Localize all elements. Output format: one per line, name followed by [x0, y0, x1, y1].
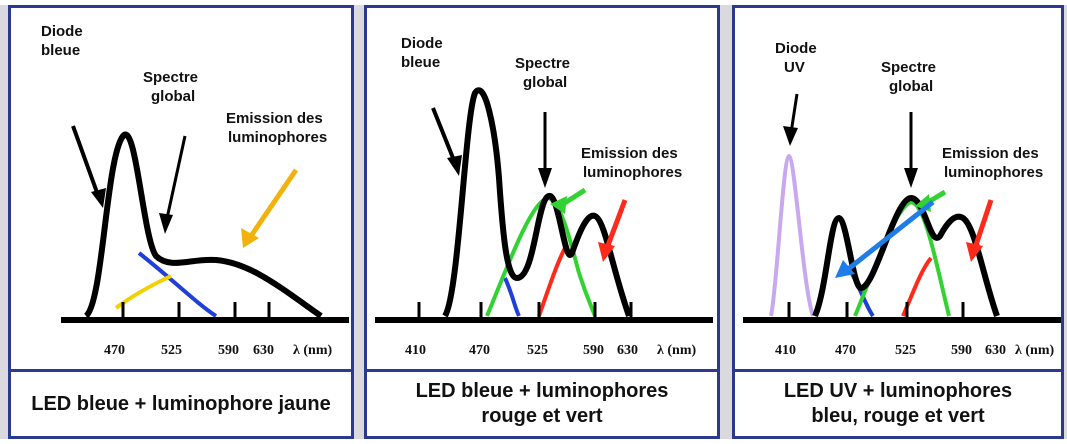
axis-unit-label: λ (nm): [1015, 343, 1054, 358]
diode-label: Diode: [401, 35, 443, 52]
diode-label: UV: [784, 59, 805, 76]
spectre-label: Spectre: [515, 55, 570, 72]
yellow-phosphor-curve: [114, 274, 172, 310]
tick-label: 590: [951, 343, 972, 358]
caption: LED bleue + luminophore jaune: [31, 392, 331, 415]
caption: LED UV + luminophores bleu, rouge et ver…: [783, 380, 1013, 427]
tick-label: 525: [161, 343, 182, 358]
red-phosphor-curve: [537, 247, 567, 317]
tick-label: 410: [775, 343, 796, 358]
spectrum-diagram-1: Diode bleue Spectre global Emission des …: [41, 23, 349, 358]
panel-blue-led-red-green-phosphors: Diode bleue Spectre global Emission des …: [364, 5, 720, 439]
tick-label: 630: [617, 343, 638, 358]
caption-divider: [735, 369, 1061, 372]
arrow-spectre: [538, 112, 552, 188]
spectrum-diagram-3: Diode UV Spectre global Emission des lum…: [743, 40, 1061, 358]
tick-label: 470: [104, 343, 125, 358]
tick-label: 590: [583, 343, 604, 358]
arrow-diode: [71, 125, 106, 208]
spectre-label: global: [151, 88, 195, 105]
axis-unit-label: λ (nm): [293, 343, 332, 358]
global-spectrum-curve: [83, 131, 323, 319]
emission-label: luminophores: [228, 129, 327, 146]
tick-label: 525: [895, 343, 916, 358]
uv-led-curve: [769, 153, 815, 317]
emission-label: luminophores: [944, 164, 1043, 181]
diode-label: bleue: [41, 42, 80, 59]
arrow-emission: [241, 168, 299, 248]
axis-tick-marks: [121, 302, 271, 318]
caption: LED bleue + luminophores rouge et vert: [415, 380, 669, 427]
diode-label: bleue: [401, 54, 440, 71]
spectre-label: global: [523, 74, 567, 91]
emission-label: Emission des: [942, 145, 1039, 162]
axis-unit-label: λ (nm): [657, 343, 696, 358]
tick-label: 630: [253, 343, 274, 358]
emission-label: Emission des: [581, 145, 678, 162]
axis-tick-marks: [417, 302, 633, 318]
blue-led-curve: [503, 277, 521, 317]
panel-uv-led-three-phosphors: Diode UV Spectre global Emission des lum…: [732, 5, 1064, 439]
arrow-emission-green: [550, 187, 587, 214]
spectre-label: Spectre: [881, 59, 936, 76]
caption-divider: [11, 369, 351, 372]
tick-label: 470: [835, 343, 856, 358]
spectre-label: Spectre: [143, 69, 198, 86]
panel-blue-led-yellow-phosphor: Diode bleue Spectre global Emission des …: [8, 5, 354, 439]
tick-label: 630: [985, 343, 1006, 358]
tick-label: 410: [405, 343, 426, 358]
caption-divider: [367, 369, 717, 372]
diode-label: Diode: [775, 40, 817, 57]
spectre-label: global: [889, 78, 933, 95]
tick-label: 470: [469, 343, 490, 358]
tick-label: 525: [527, 343, 548, 358]
arrow-emission-red: [598, 199, 628, 262]
arrow-diode: [431, 107, 462, 176]
tick-label: 590: [218, 343, 239, 358]
emission-label: Emission des: [226, 110, 323, 127]
arrow-emission-red: [966, 199, 994, 262]
global-spectrum-curve: [812, 194, 1000, 318]
diode-label: Diode: [41, 23, 83, 40]
arrow-spectre: [904, 112, 918, 188]
axis-tick-marks: [787, 302, 965, 318]
arrow-spectre: [159, 135, 187, 234]
arrow-emission-blue: [835, 200, 935, 278]
blue-led-curve: [137, 251, 218, 318]
green-phosphor-curve: [853, 199, 951, 317]
arrow-diode: [783, 93, 799, 146]
emission-label: luminophores: [583, 164, 682, 181]
spectrum-diagram-2: Diode bleue Spectre global Emission des …: [375, 35, 713, 358]
global-spectrum-curve: [442, 87, 632, 318]
